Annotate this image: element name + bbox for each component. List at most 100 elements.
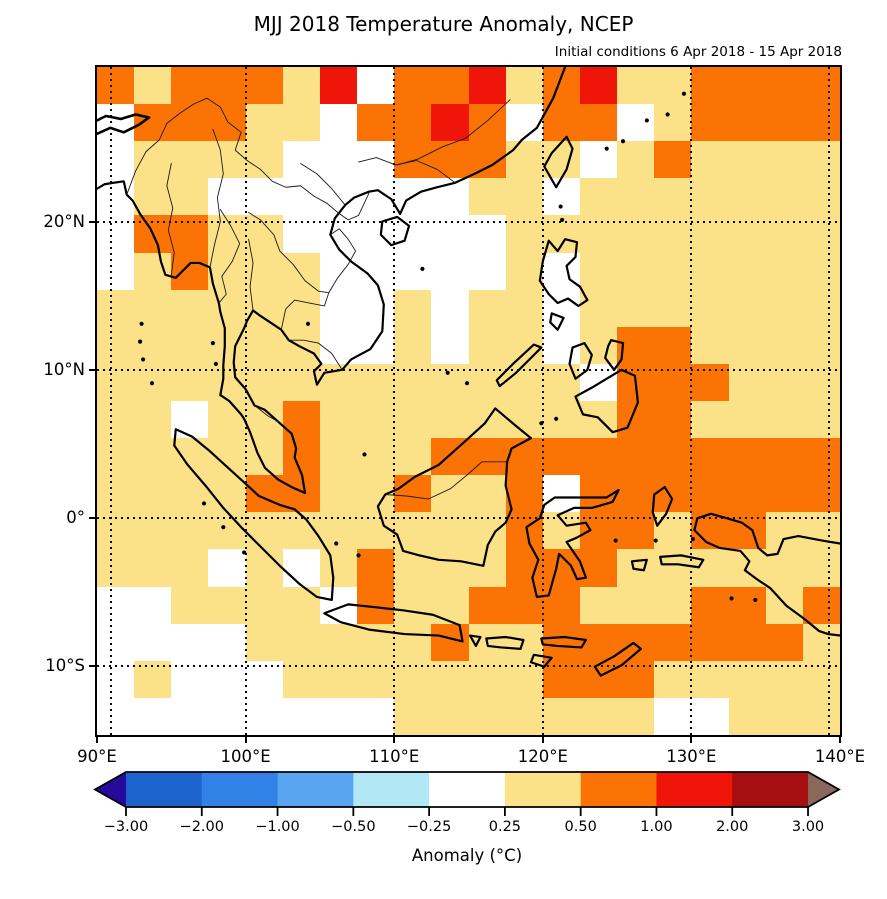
map-cell [394,697,432,735]
colorbar-tick-label: −0.25 [406,819,452,835]
y-tick-label: 20°N [43,211,85,231]
coastline-path [653,487,672,526]
map-cell [171,549,209,587]
country-border-path [127,98,369,220]
map-cell [617,178,655,216]
map-cell [542,178,580,216]
colorbar-segment [277,772,354,807]
small-island-dot [604,146,609,151]
map-cell [654,67,692,105]
map-cell [134,289,172,327]
map-cell [282,104,320,142]
y-tick-label: 0° [66,507,85,527]
map-cell [579,252,618,290]
map-cell [134,586,172,624]
map-cell [245,289,283,327]
small-island-dot [464,381,470,386]
map-cell [765,326,803,364]
country-border-path [167,163,174,274]
map-cell [468,104,506,142]
x-tick-label: 100°E [220,747,271,766]
map-cell [691,104,729,142]
map-cell [802,252,840,290]
map-cell [208,141,246,179]
map-cell [134,438,172,476]
map-cell [691,326,729,364]
small-island-dot [558,204,563,209]
map-cell [579,178,618,216]
small-island-dot [210,341,215,346]
x-tick-mark [541,737,544,743]
map-cell [245,549,283,587]
small-island-dot [681,91,687,96]
map-cell [431,104,469,142]
x-tick-mark [839,737,841,743]
map-cell [654,141,692,179]
map-cell [357,400,395,439]
map-cell [319,438,358,476]
parallel-gridline [97,664,840,667]
meridian-gridline [690,67,693,735]
map-cell [208,252,246,290]
small-island-dot [305,321,311,326]
coastline-path [550,313,563,329]
small-island-dot [334,541,339,546]
colorbar-tick-label: −1.00 [255,819,300,835]
map-cell [394,252,432,290]
map-cell [357,438,395,476]
small-island-dot [149,381,155,386]
small-island-dot [213,361,218,366]
map-cell [542,104,580,142]
map-cell [728,289,766,327]
colorbar-tick-label: 2.00 [716,819,749,835]
map-cell [468,326,506,364]
map-cell [505,104,543,142]
country-border-path [219,210,240,304]
map-cell [357,141,395,179]
parallel-gridline [97,516,840,519]
small-island-dot [653,538,658,543]
map-cell [542,623,580,661]
y-tick-label: 10°S [45,655,85,675]
map-cell [431,289,469,327]
map-cell [171,697,209,735]
map-cell [394,67,432,105]
map-cell [282,178,320,216]
coastline-path [660,555,703,567]
map-cell [802,623,840,661]
map-cell [468,178,506,216]
coastline-path [324,604,462,641]
small-island-dot [729,596,734,601]
map-cell [134,697,172,735]
map-cell [394,104,432,142]
map-cell [171,178,209,216]
map-cell [579,141,618,179]
map-cell [134,623,172,661]
meridian-gridline [110,67,113,735]
map-cell [654,586,692,624]
country-border-path [210,129,223,267]
map-cell [617,697,655,735]
map-cell [208,178,246,216]
small-island-dot [140,357,146,362]
coastline-path [694,514,840,636]
map-cell [728,141,766,179]
map-cell [97,104,135,142]
map-cell [654,104,692,142]
map-cell [319,104,358,142]
meridian-gridline [827,67,830,735]
small-island-dot [665,112,670,117]
map-cell [208,549,246,587]
map-cell [208,586,246,624]
map-cell [617,475,655,513]
map-cell [171,326,209,364]
colorbar-tick-label: 0.50 [564,819,597,835]
map-cell [654,178,692,216]
map-cell [171,141,209,179]
map-cell [617,252,655,290]
map-cell [691,623,729,661]
x-tick-mark [690,737,693,743]
coastline-path [632,560,647,570]
country-border-path [397,100,510,165]
